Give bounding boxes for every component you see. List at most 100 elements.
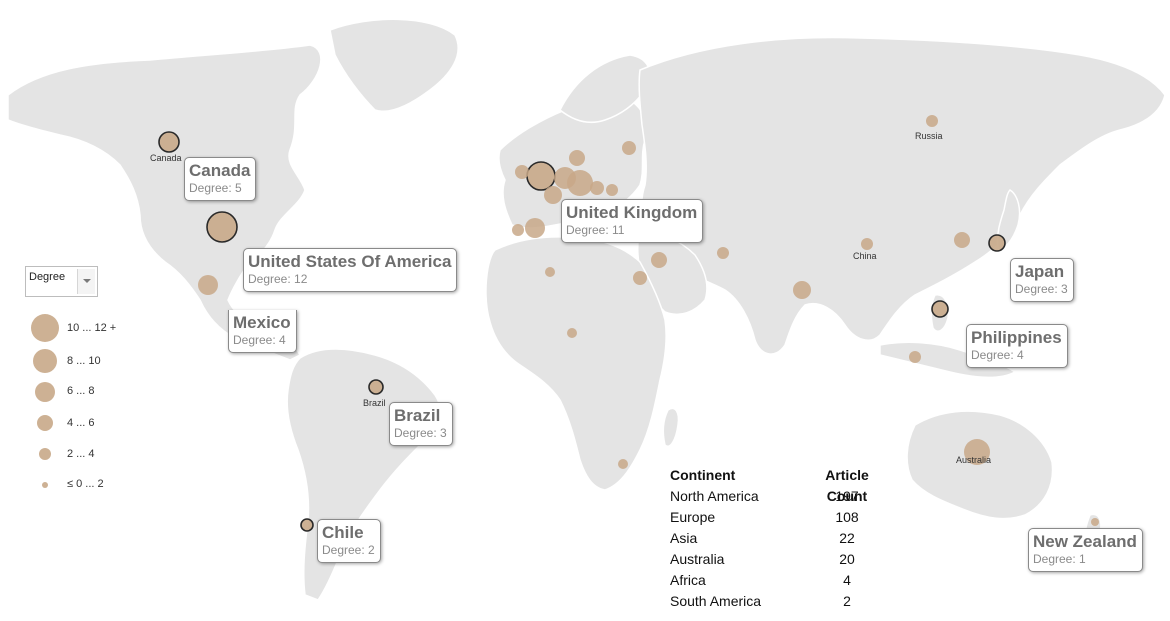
tooltip-country: New Zealand — [1033, 532, 1137, 551]
cell-continent: North America — [670, 488, 759, 504]
bubble-europe-10[interactable] — [622, 141, 636, 155]
legend-select-value: Degree — [29, 271, 66, 283]
tooltip-degree: Degree: 3 — [394, 426, 447, 440]
tooltip-country: United States Of America — [248, 252, 452, 271]
bubble-brazil[interactable] — [368, 379, 384, 395]
map-label-china: China — [853, 251, 877, 261]
tooltip-degree: Degree: 4 — [971, 348, 1024, 362]
tooltip-country: Canada — [189, 161, 251, 180]
bubble-australia[interactable] — [964, 439, 990, 465]
bubble-korea[interactable] — [954, 232, 970, 248]
cell-count: 197 — [835, 488, 859, 504]
bubble-india[interactable] — [793, 281, 811, 299]
legend-circle — [31, 314, 59, 342]
tooltip-degree: Degree: 12 — [248, 272, 308, 286]
bubble-usa[interactable] — [206, 211, 238, 243]
tooltip-degree: Degree: 5 — [189, 181, 242, 195]
tooltip-degree: Degree: 3 — [1015, 282, 1068, 296]
table-header-row: Continent Article Count — [670, 465, 910, 504]
map-label-russia: Russia — [915, 131, 943, 141]
tooltip-country: Brazil — [394, 406, 441, 425]
tooltip-degree: Degree: 2 — [322, 543, 375, 557]
bubble-canada[interactable] — [158, 131, 180, 153]
legend-circle — [39, 448, 51, 460]
landmasses — [7, 18, 1166, 601]
cell-count: 22 — [839, 530, 855, 546]
tooltip-degree: Degree: 4 — [233, 333, 286, 347]
tooltip-country: Mexico — [233, 313, 291, 332]
cell-count: 108 — [835, 509, 859, 525]
legend-measure-select[interactable]: Degree — [25, 266, 98, 297]
bubble-mideast-1[interactable] — [633, 271, 647, 285]
size-legend: Degree 10 ... 12 + 8 ... 10 6 ... 8 4 ..… — [25, 266, 155, 490]
tooltip-usa: United States Of America Degree: 12 — [243, 248, 458, 292]
legend-item: 10 ... 12 + — [25, 314, 155, 342]
bubble-mexico[interactable] — [198, 275, 218, 295]
tooltip-country: Philippines — [971, 328, 1062, 347]
tooltip-degree: Degree: 11 — [566, 223, 625, 237]
tooltip-canada: Canada Degree: 5 — [184, 157, 257, 201]
bubble-europe-2[interactable] — [567, 170, 593, 196]
cell-continent: Asia — [670, 530, 698, 546]
cell-count: 4 — [843, 572, 851, 588]
tooltip-mexico: Mexico Degree: 4 — [228, 310, 297, 353]
bubble-mideast-2[interactable] — [651, 252, 667, 268]
bubble-europe-3[interactable] — [569, 150, 585, 166]
tooltip-philippines: Philippines Degree: 4 — [966, 324, 1068, 368]
bubble-mideast-3[interactable] — [717, 247, 729, 259]
land-asia — [638, 36, 1166, 355]
land-australia — [906, 410, 1054, 520]
table-row: North America 197 — [670, 486, 910, 507]
bubble-africa-1[interactable] — [545, 267, 555, 277]
tooltip-chile: Chile Degree: 2 — [317, 519, 381, 563]
bubble-europe-8[interactable] — [525, 218, 545, 238]
bubble-chile[interactable] — [300, 518, 314, 532]
bubble-uk[interactable] — [526, 161, 556, 191]
table-row: Europe 108 — [670, 507, 910, 528]
legend-label: 6 ... 8 — [67, 385, 95, 397]
table-row: Asia 22 — [670, 528, 910, 549]
bubble-africa-2[interactable] — [567, 328, 577, 338]
legend-circle — [42, 482, 48, 488]
bubble-europe-7[interactable] — [515, 165, 529, 179]
legend-circle — [33, 349, 57, 373]
table-row: Africa 4 — [670, 570, 910, 591]
cell-count: 20 — [839, 551, 855, 567]
tooltip-country: Chile — [322, 523, 364, 542]
legend-item: 2 ... 4 — [25, 443, 155, 469]
cell-continent: Africa — [670, 572, 706, 588]
bubble-europe-4[interactable] — [590, 181, 604, 195]
map-labels: Canada Russia China Brazil Australia — [150, 131, 991, 465]
tooltip-country: Japan — [1015, 262, 1065, 281]
map-label-canada: Canada — [150, 153, 182, 163]
bubble-china[interactable] — [861, 238, 873, 250]
legend-circle — [35, 382, 55, 402]
bubble-philippines[interactable] — [931, 300, 949, 318]
bubble-japan[interactable] — [988, 234, 1006, 252]
tooltip-brazil: Brazil Degree: 3 — [389, 402, 453, 446]
tooltip-united-kingdom: United Kingdom Degree: 11 — [561, 199, 704, 243]
bubble-africa-3[interactable] — [618, 459, 628, 469]
table-row: South America 2 — [670, 591, 910, 612]
tooltip-new-zealand: New Zealand Degree: 1 — [1028, 528, 1143, 572]
map-label-australia: Australia — [956, 455, 991, 465]
legend-circle — [37, 415, 53, 431]
tooltip-country: United Kingdom — [566, 203, 698, 222]
bubble-sea[interactable] — [909, 351, 921, 363]
bubble-europe-9[interactable] — [512, 224, 524, 236]
cell-continent: Europe — [670, 509, 716, 525]
bubble-new-zealand[interactable] — [1091, 518, 1099, 526]
legend-label: 4 ... 6 — [67, 417, 95, 429]
bubble-europe-6[interactable] — [544, 186, 562, 204]
land-north-america — [7, 44, 322, 361]
legend-label: 2 ... 4 — [67, 448, 95, 460]
bubble-russia[interactable] — [926, 115, 938, 127]
chevron-down-icon[interactable] — [77, 269, 95, 294]
legend-item: 8 ... 10 — [25, 347, 155, 373]
cell-count: 2 — [843, 593, 851, 609]
table-row: Australia 20 — [670, 549, 910, 570]
bubble-europe-5[interactable] — [606, 184, 618, 196]
map-label-brazil: Brazil — [363, 398, 386, 408]
land-madagascar — [662, 407, 680, 447]
